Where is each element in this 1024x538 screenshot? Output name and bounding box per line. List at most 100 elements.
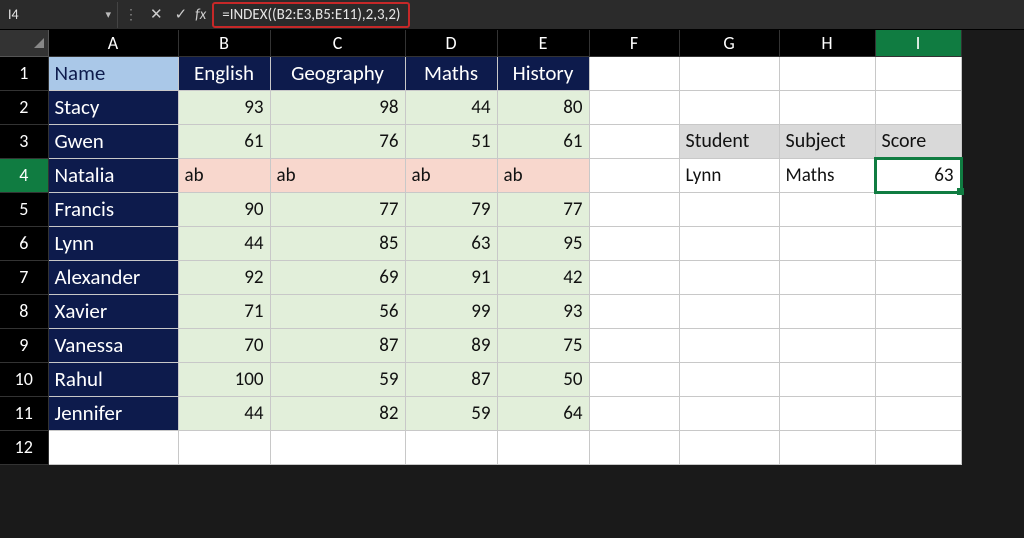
- cell-F9[interactable]: [589, 328, 679, 362]
- cell-I10[interactable]: [875, 362, 961, 396]
- cell-E12[interactable]: [497, 430, 589, 464]
- cell-G9[interactable]: [679, 328, 779, 362]
- col-header-I[interactable]: I: [875, 30, 961, 56]
- cell-D1[interactable]: Maths: [405, 56, 497, 90]
- row-header-1[interactable]: 1: [0, 56, 48, 90]
- col-header-D[interactable]: D: [405, 30, 497, 56]
- cell-I2[interactable]: [875, 90, 961, 124]
- cell-F11[interactable]: [589, 396, 679, 430]
- row-header-6[interactable]: 6: [0, 226, 48, 260]
- row-header-8[interactable]: 8: [0, 294, 48, 328]
- cell-A8[interactable]: Xavier: [48, 294, 178, 328]
- row-header-10[interactable]: 10: [0, 362, 48, 396]
- cell-D3[interactable]: 51: [405, 124, 497, 158]
- cell-F8[interactable]: [589, 294, 679, 328]
- cell-C7[interactable]: 69: [270, 260, 405, 294]
- cell-I11[interactable]: [875, 396, 961, 430]
- cell-B4[interactable]: ab: [178, 158, 270, 192]
- cell-D2[interactable]: 44: [405, 90, 497, 124]
- cell-H7[interactable]: [779, 260, 875, 294]
- cell-F4[interactable]: [589, 158, 679, 192]
- cell-D7[interactable]: 91: [405, 260, 497, 294]
- name-box[interactable]: I4 ▾: [0, 2, 118, 28]
- cell-G3[interactable]: Student: [679, 124, 779, 158]
- cell-F3[interactable]: [589, 124, 679, 158]
- cell-F7[interactable]: [589, 260, 679, 294]
- cell-G10[interactable]: [679, 362, 779, 396]
- col-header-E[interactable]: E: [497, 30, 589, 56]
- row-header-2[interactable]: 2: [0, 90, 48, 124]
- cell-A5[interactable]: Francis: [48, 192, 178, 226]
- cell-H10[interactable]: [779, 362, 875, 396]
- cell-I9[interactable]: [875, 328, 961, 362]
- cell-C3[interactable]: 76: [270, 124, 405, 158]
- cell-C2[interactable]: 98: [270, 90, 405, 124]
- cell-D12[interactable]: [405, 430, 497, 464]
- cell-H1[interactable]: [779, 56, 875, 90]
- row-header-11[interactable]: 11: [0, 396, 48, 430]
- cell-A3[interactable]: Gwen: [48, 124, 178, 158]
- cell-G1[interactable]: [679, 56, 779, 90]
- cell-A12[interactable]: [48, 430, 178, 464]
- cell-F6[interactable]: [589, 226, 679, 260]
- cell-B11[interactable]: 44: [178, 396, 270, 430]
- cell-A7[interactable]: Alexander: [48, 260, 178, 294]
- cell-B3[interactable]: 61: [178, 124, 270, 158]
- name-box-chevron-icon[interactable]: ▾: [105, 8, 111, 21]
- cell-I12[interactable]: [875, 430, 961, 464]
- row-header-5[interactable]: 5: [0, 192, 48, 226]
- cell-E9[interactable]: 75: [497, 328, 589, 362]
- cell-D4[interactable]: ab: [405, 158, 497, 192]
- cell-F10[interactable]: [589, 362, 679, 396]
- cell-E11[interactable]: 64: [497, 396, 589, 430]
- cell-H11[interactable]: [779, 396, 875, 430]
- cell-H4[interactable]: Maths: [779, 158, 875, 192]
- cell-E2[interactable]: 80: [497, 90, 589, 124]
- cell-G2[interactable]: [679, 90, 779, 124]
- cell-C9[interactable]: 87: [270, 328, 405, 362]
- cell-G11[interactable]: [679, 396, 779, 430]
- cell-I5[interactable]: [875, 192, 961, 226]
- cell-A11[interactable]: Jennifer: [48, 396, 178, 430]
- cell-B9[interactable]: 70: [178, 328, 270, 362]
- cell-I3[interactable]: Score: [875, 124, 961, 158]
- cell-A2[interactable]: Stacy: [48, 90, 178, 124]
- cell-C10[interactable]: 59: [270, 362, 405, 396]
- cell-E1[interactable]: History: [497, 56, 589, 90]
- cell-C6[interactable]: 85: [270, 226, 405, 260]
- cell-I8[interactable]: [875, 294, 961, 328]
- cell-D5[interactable]: 79: [405, 192, 497, 226]
- cell-A1[interactable]: Name: [48, 56, 178, 90]
- cell-I4[interactable]: 63: [875, 158, 961, 192]
- cell-G6[interactable]: [679, 226, 779, 260]
- row-header-7[interactable]: 7: [0, 260, 48, 294]
- cell-I1[interactable]: [875, 56, 961, 90]
- cell-C12[interactable]: [270, 430, 405, 464]
- fx-icon[interactable]: fx: [193, 6, 212, 24]
- col-header-G[interactable]: G: [679, 30, 779, 56]
- select-all-corner[interactable]: [0, 30, 48, 56]
- spreadsheet-grid[interactable]: A B C D E F G H I 1 Name English Geograp…: [0, 30, 1024, 538]
- cell-A6[interactable]: Lynn: [48, 226, 178, 260]
- cell-H6[interactable]: [779, 226, 875, 260]
- cell-E8[interactable]: 93: [497, 294, 589, 328]
- col-header-H[interactable]: H: [779, 30, 875, 56]
- cell-E3[interactable]: 61: [497, 124, 589, 158]
- row-header-12[interactable]: 12: [0, 430, 48, 464]
- cell-H3[interactable]: Subject: [779, 124, 875, 158]
- cell-I7[interactable]: [875, 260, 961, 294]
- cell-A9[interactable]: Vanessa: [48, 328, 178, 362]
- cell-D10[interactable]: 87: [405, 362, 497, 396]
- col-header-C[interactable]: C: [270, 30, 405, 56]
- cell-G8[interactable]: [679, 294, 779, 328]
- cell-G4[interactable]: Lynn: [679, 158, 779, 192]
- cell-E10[interactable]: 50: [497, 362, 589, 396]
- accept-formula-icon[interactable]: ✓: [169, 2, 194, 28]
- cell-D8[interactable]: 99: [405, 294, 497, 328]
- cell-H12[interactable]: [779, 430, 875, 464]
- cell-D9[interactable]: 89: [405, 328, 497, 362]
- row-header-9[interactable]: 9: [0, 328, 48, 362]
- cell-D11[interactable]: 59: [405, 396, 497, 430]
- cell-E4[interactable]: ab: [497, 158, 589, 192]
- cell-A4[interactable]: Natalia: [48, 158, 178, 192]
